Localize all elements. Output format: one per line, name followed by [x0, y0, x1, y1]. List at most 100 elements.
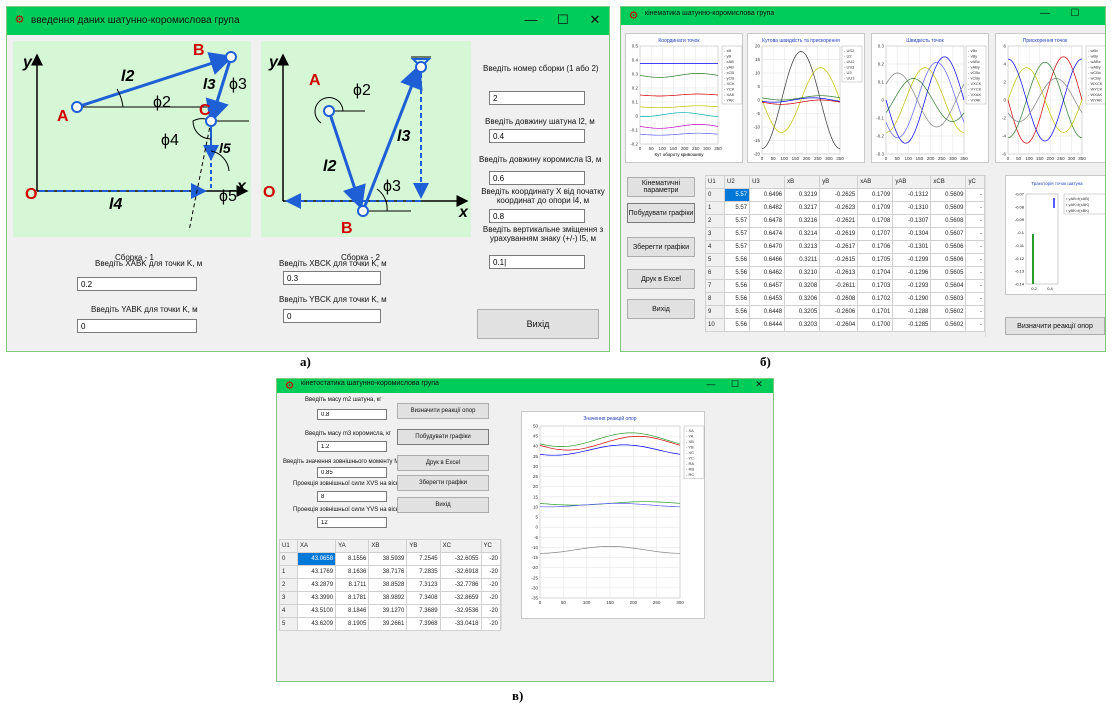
table-cell[interactable]: 0.5603 [930, 292, 967, 306]
table-cell[interactable]: 0.6462 [749, 266, 786, 280]
table-cell[interactable]: 0.5609 [930, 188, 967, 202]
table-scrollbar[interactable] [985, 175, 993, 337]
table-cell[interactable]: 0.1701 [857, 305, 894, 319]
table-cell[interactable]: 0.5602 [930, 305, 967, 319]
row-header[interactable]: 0 [704, 188, 726, 202]
yvs-force-input[interactable] [317, 517, 387, 528]
column-header[interactable]: XC [439, 539, 482, 553]
table-cell[interactable]: 38.9892 [368, 591, 408, 605]
build-charts-button[interactable]: Побудувати графіки [397, 429, 489, 445]
close-button[interactable]: ✕ [589, 12, 601, 27]
row-header[interactable]: 2 [704, 214, 726, 228]
table-cell[interactable]: 43.1769 [297, 565, 337, 579]
row-header[interactable]: 4 [704, 240, 726, 254]
table-row[interactable]: 5 43.6209 8.1905 39.2661 7.3968 -33.0418 -20 [278, 617, 501, 631]
table-cell[interactable]: -0.1290 [892, 292, 932, 306]
table-cell[interactable]: 5.57 [724, 214, 751, 228]
column-header[interactable]: YA [335, 539, 370, 553]
row-header[interactable]: 2 [278, 578, 299, 592]
column-header[interactable]: XA [297, 539, 337, 553]
table-cell[interactable]: 0.3217 [784, 201, 821, 215]
table-cell[interactable]: - [965, 266, 985, 280]
table-cell[interactable]: -0.2606 [819, 305, 859, 319]
table-cell[interactable]: -32.6055 [439, 552, 482, 566]
table-cell[interactable]: -33.0418 [439, 617, 482, 631]
table-cell[interactable]: 0.1707 [857, 227, 894, 241]
column-header[interactable]: YC [480, 539, 501, 553]
exit-button[interactable]: Вихід [477, 309, 599, 339]
table-cell[interactable]: 7.3123 [406, 578, 441, 592]
table-cell[interactable]: 5.57 [724, 240, 751, 254]
table-cell[interactable]: 0.6466 [749, 253, 786, 267]
table-cell[interactable]: - [965, 240, 985, 254]
table-cell[interactable]: 7.2835 [406, 565, 441, 579]
table-cell[interactable]: -32.6918 [439, 565, 482, 579]
table-cell[interactable]: 43.2879 [297, 578, 337, 592]
table-cell[interactable]: 0.3216 [784, 214, 821, 228]
table-cell[interactable]: -20 [480, 604, 501, 618]
table-cell[interactable]: -20 [480, 591, 501, 605]
table-cell[interactable]: 0.1709 [857, 201, 894, 215]
table-cell[interactable]: 0.1700 [857, 318, 894, 332]
exit-button[interactable]: Вихід [397, 497, 489, 513]
row-header[interactable]: 10 [704, 318, 726, 332]
table-cell[interactable]: 0.5608 [930, 214, 967, 228]
close-button[interactable]: ✕ [755, 379, 763, 389]
table-cell[interactable]: 8.1556 [335, 552, 370, 566]
table-cell[interactable]: 0.5606 [930, 240, 967, 254]
l2-length-input[interactable] [489, 129, 585, 143]
table-cell[interactable]: 38.8528 [368, 578, 408, 592]
table-cell[interactable]: 5.56 [724, 279, 751, 293]
minimize-button[interactable]: — [1040, 8, 1050, 19]
l5-offset-input[interactable] [489, 255, 585, 269]
table-cell[interactable]: -20 [480, 578, 501, 592]
table-row[interactable]: 4 43.5100 8.1846 39.1270 7.3689 -32.9536 -20 [278, 604, 501, 618]
row-header[interactable]: 1 [704, 201, 726, 215]
table-cell[interactable]: 0.5605 [930, 266, 967, 280]
minimize-button[interactable]: — [706, 379, 716, 389]
m3-mass-input[interactable] [317, 441, 387, 452]
column-header[interactable]: U1 [704, 175, 726, 189]
table-cell[interactable]: 0.6474 [749, 227, 786, 241]
table-cell[interactable]: 0.6453 [749, 292, 786, 306]
ybck-input[interactable] [283, 309, 381, 323]
table-cell[interactable]: - [965, 227, 985, 241]
table-cell[interactable]: 43.0658 [297, 552, 337, 566]
table-cell[interactable]: -0.2625 [819, 188, 859, 202]
table-cell[interactable]: 0.6448 [749, 305, 786, 319]
mvs-moment-input[interactable] [317, 467, 387, 478]
column-header[interactable]: yB [819, 175, 859, 189]
table-row[interactable]: 1 5.57 0.6482 0.3217 -0.2623 0.1709 -0.1310 0.5… [704, 201, 985, 215]
table-scrollbar[interactable] [501, 539, 509, 629]
table-cell[interactable]: 5.56 [724, 253, 751, 267]
table-cell[interactable]: 0.5602 [930, 318, 967, 332]
table-row[interactable]: 3 43.3990 8.1781 38.9892 7.3408 -32.8659 -20 [278, 591, 501, 605]
table-cell[interactable]: 39.1270 [368, 604, 408, 618]
table-cell[interactable]: 0.3214 [784, 227, 821, 241]
table-cell[interactable]: - [965, 253, 985, 267]
table-cell[interactable]: -0.1299 [892, 253, 932, 267]
table-cell[interactable]: -0.2613 [819, 266, 859, 280]
table-cell[interactable]: 0.6444 [749, 318, 786, 332]
table-cell[interactable]: -0.2604 [819, 318, 859, 332]
table-cell[interactable]: 0.6478 [749, 214, 786, 228]
table-cell[interactable]: -20 [480, 617, 501, 631]
table-row[interactable]: 2 5.57 0.6478 0.3216 -0.2621 0.1708 -0.1307 0.5… [704, 214, 985, 228]
table-cell[interactable]: 5.56 [724, 305, 751, 319]
table-cell[interactable]: 0.5604 [930, 279, 967, 293]
table-cell[interactable]: 0.3219 [784, 188, 821, 202]
yabk-input[interactable] [77, 319, 197, 333]
table-cell[interactable]: -0.1285 [892, 318, 932, 332]
row-header[interactable]: 3 [278, 591, 299, 605]
table-cell[interactable]: -0.2608 [819, 292, 859, 306]
print-excel-button[interactable]: Друк в Excel [397, 455, 489, 471]
table-cell[interactable]: 8.1781 [335, 591, 370, 605]
table-cell[interactable]: -0.2623 [819, 201, 859, 215]
table-cell[interactable]: 8.1905 [335, 617, 370, 631]
table-cell[interactable]: - [965, 201, 985, 215]
reactions-table[interactable]: U1 XA YA XB YB XC YC 0 43.0658 8.1556 38.5939 7.254… [278, 539, 501, 631]
table-cell[interactable]: 39.2661 [368, 617, 408, 631]
table-cell[interactable]: 43.3990 [297, 591, 337, 605]
table-cell[interactable]: 43.5100 [297, 604, 337, 618]
title-bar[interactable]: ⚙ кінетостатика шатунно-коромислова груп… [277, 379, 773, 393]
